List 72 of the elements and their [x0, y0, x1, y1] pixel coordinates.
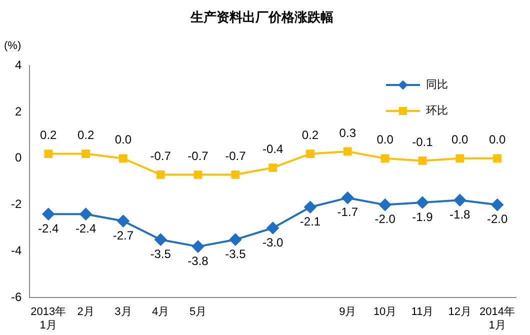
- data-label: -3.0: [262, 235, 284, 250]
- x-tick-label: 11月: [411, 306, 434, 318]
- data-label: -0.4: [262, 142, 284, 156]
- point: [119, 154, 128, 163]
- data-label: 0.2: [40, 128, 58, 142]
- data-label: -3.5: [150, 246, 172, 261]
- point: [231, 170, 240, 179]
- y-tick-label: 4: [14, 58, 22, 72]
- data-label: 0.0: [376, 132, 394, 147]
- x-tick-label: 4月: [152, 306, 170, 318]
- data-label: -2.0: [374, 212, 396, 226]
- data-label: -3.8: [188, 254, 209, 268]
- data-label: -2.4: [75, 221, 96, 236]
- data-label: 0.0: [452, 132, 469, 147]
- legend-label: 同比: [426, 78, 448, 92]
- point: [82, 150, 90, 158]
- point: [491, 198, 504, 211]
- point: [342, 192, 354, 204]
- data-label: 0.0: [114, 132, 132, 147]
- x-tick-label: 2月: [77, 306, 94, 318]
- x-tick-label: 10月: [373, 306, 397, 318]
- data-label: -2.1: [300, 214, 321, 228]
- y-tick-label: -2: [11, 197, 22, 212]
- x-tick-label: 2014年 1月: [480, 306, 516, 332]
- data-label: -3.5: [225, 246, 246, 261]
- point: [156, 170, 165, 179]
- chart-title: 生产资料出厂价格涨跌幅: [190, 9, 334, 24]
- point: [380, 154, 390, 163]
- data-label: -0.7: [150, 148, 172, 163]
- x-tick-label: 9月: [339, 306, 356, 318]
- data-label: -2.4: [38, 221, 60, 236]
- point: [229, 234, 242, 246]
- point: [343, 147, 352, 156]
- x-tick-label: 5月: [189, 306, 207, 318]
- data-label: -0.7: [225, 148, 246, 163]
- point: [306, 150, 314, 158]
- point: [194, 170, 202, 179]
- data-label: 0.3: [339, 126, 356, 140]
- x-tick-label: 3月: [114, 306, 132, 318]
- point: [44, 150, 53, 158]
- data-label: 0.2: [302, 128, 319, 142]
- point: [268, 164, 278, 172]
- point: [493, 154, 502, 163]
- point: [192, 240, 204, 253]
- data-label: -1.8: [450, 207, 471, 222]
- y-tick-label: 0: [14, 150, 22, 165]
- point: [379, 198, 392, 211]
- data-label: -0.1: [412, 135, 434, 150]
- y-axis-title: (%): [4, 40, 22, 52]
- x-tick-label: 2013年 1月: [30, 306, 66, 332]
- point: [266, 222, 279, 234]
- point: [304, 201, 316, 214]
- point: [154, 234, 167, 246]
- legend-label: 环比: [426, 104, 448, 118]
- y-tick-label: -6: [11, 290, 22, 304]
- point: [456, 154, 464, 163]
- data-label: -0.7: [188, 148, 209, 163]
- point: [416, 196, 428, 208]
- point: [454, 194, 466, 206]
- data-label: -2.7: [112, 228, 134, 242]
- data-label: -1.9: [412, 210, 434, 224]
- data-label: -2.0: [486, 212, 508, 226]
- data-label: 0.2: [77, 128, 94, 142]
- point: [418, 156, 427, 165]
- point: [117, 215, 130, 228]
- y-tick-label: -4: [11, 244, 22, 258]
- y-tick-label: 2: [14, 104, 22, 118]
- x-tick-label: 12月: [448, 306, 472, 318]
- data-label: 0.0: [488, 132, 506, 147]
- point: [80, 208, 92, 220]
- data-label: -1.7: [337, 205, 358, 220]
- point: [42, 208, 54, 220]
